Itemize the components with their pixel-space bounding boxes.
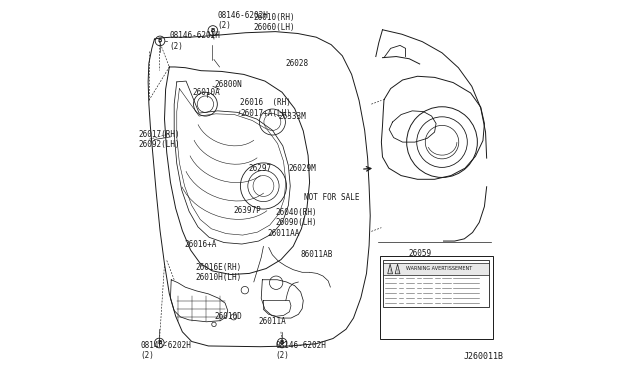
Text: 08146-6202H
(2): 08146-6202H (2) [141, 341, 191, 360]
Text: B: B [157, 340, 161, 346]
Bar [383, 263, 489, 275]
Text: 26059: 26059 [409, 249, 432, 258]
Text: 26010(RH)
26060(LH): 26010(RH) 26060(LH) [253, 13, 294, 32]
Text: WARNING AVERTISSEMENT: WARNING AVERTISSEMENT [406, 266, 472, 272]
Text: 26011A: 26011A [259, 317, 286, 326]
Text: 26017(RH)
26092(LH): 26017(RH) 26092(LH) [138, 130, 180, 149]
Text: 26297: 26297 [248, 164, 272, 173]
Text: 26397P: 26397P [234, 206, 262, 215]
Text: 86011AB: 86011AB [301, 250, 333, 259]
Text: 26029M: 26029M [289, 164, 316, 173]
Text: 26016E(RH)
26010H(LH): 26016E(RH) 26010H(LH) [195, 263, 242, 282]
Text: B: B [280, 340, 284, 346]
Text: !: ! [389, 269, 391, 275]
Text: 26016+A: 26016+A [184, 240, 216, 249]
Text: 26028: 26028 [286, 60, 309, 68]
Text: 26010A: 26010A [193, 88, 221, 97]
Bar [383, 260, 489, 307]
Text: 26333M: 26333M [278, 112, 306, 121]
Text: !: ! [397, 269, 399, 275]
Text: 26800N: 26800N [214, 80, 242, 89]
Text: 26016  (RH)
26017+A(LH): 26016 (RH) 26017+A(LH) [240, 98, 291, 118]
Text: 08146-6202H
(2): 08146-6202H (2) [275, 341, 326, 360]
Bar [380, 256, 493, 339]
Text: 08146-6202H
(2): 08146-6202H (2) [218, 11, 269, 30]
Text: 26011AA: 26011AA [267, 229, 300, 238]
Text: NOT FOR SALE: NOT FOR SALE [305, 193, 360, 202]
Text: J260011B: J260011B [463, 352, 503, 361]
Text: B: B [158, 38, 162, 44]
Text: 26040(RH)
26090(LH): 26040(RH) 26090(LH) [275, 208, 317, 227]
Text: 08146-6202H
(2): 08146-6202H (2) [170, 31, 220, 51]
Text: 26010D: 26010D [214, 312, 242, 321]
Text: B: B [211, 28, 215, 33]
